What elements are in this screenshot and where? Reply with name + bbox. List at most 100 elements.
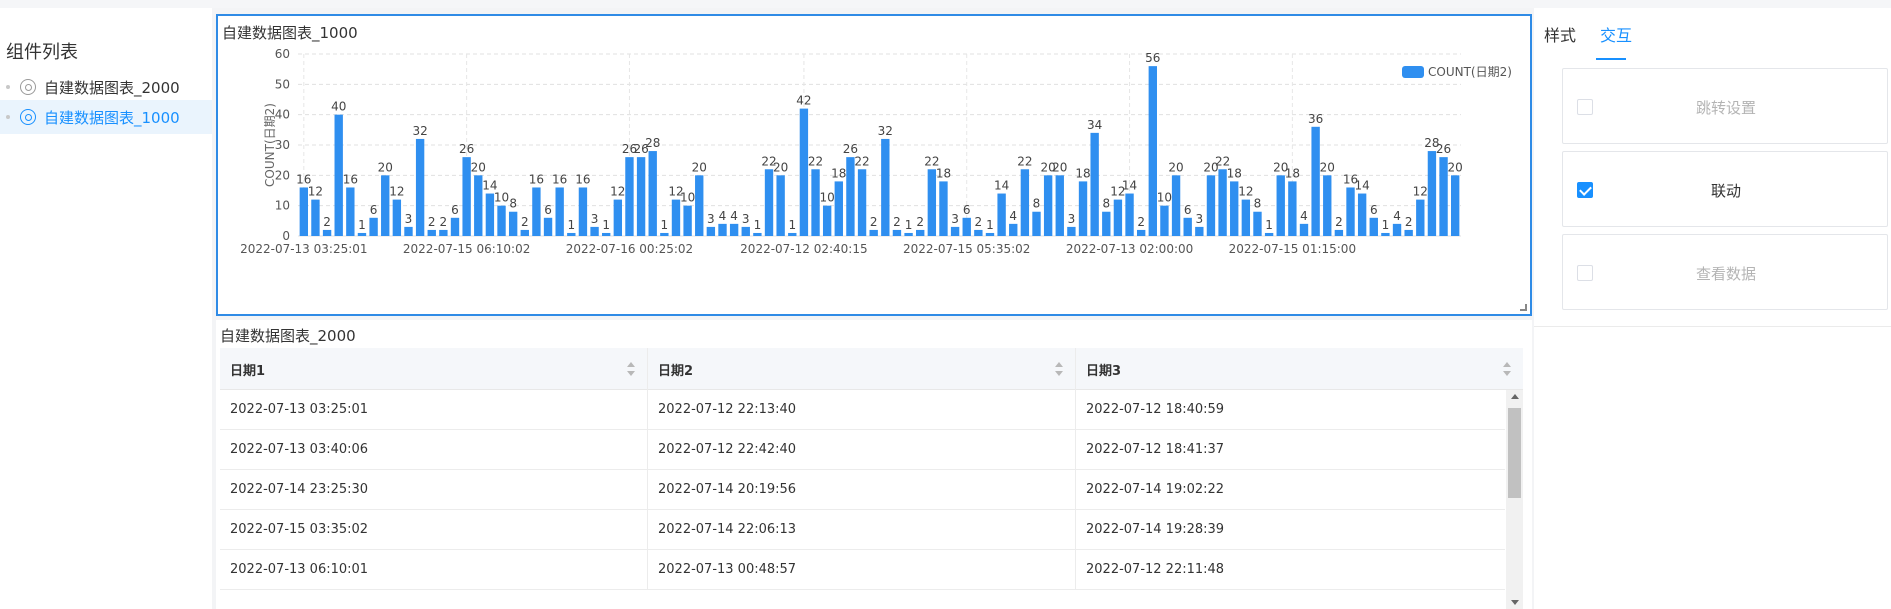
- data-label: 8: [509, 197, 517, 211]
- column-header-date1[interactable]: 日期1: [220, 348, 648, 390]
- bar: [497, 205, 506, 236]
- table-cell: 2022-07-14 19:28:39: [1086, 522, 1225, 537]
- component-item-label: 自建数据图表_2000: [44, 78, 180, 97]
- data-label: 28: [645, 136, 660, 150]
- bar: [857, 169, 867, 236]
- data-label: 40: [331, 100, 346, 114]
- data-label: 2: [428, 215, 436, 229]
- data-label: 16: [552, 172, 567, 186]
- data-label: 2: [1335, 215, 1343, 229]
- data-label: 18: [1285, 166, 1300, 180]
- option-linkage[interactable]: 联动: [1562, 151, 1888, 227]
- column-header-date3[interactable]: 日期3: [1076, 348, 1523, 390]
- bar: [1381, 232, 1390, 236]
- data-label: 6: [963, 203, 971, 217]
- data-label: 1: [754, 218, 762, 232]
- sort-icon[interactable]: [1055, 362, 1063, 376]
- option-jump-settings[interactable]: 跳转设置: [1562, 68, 1888, 144]
- bar: [1241, 199, 1251, 236]
- table-scrollbar[interactable]: [1506, 390, 1523, 609]
- data-label: 10: [1157, 191, 1172, 205]
- bar: [1206, 175, 1216, 236]
- bar: [427, 229, 436, 236]
- bar: [1195, 226, 1204, 236]
- top-strip: [0, 0, 1891, 8]
- bar: [578, 187, 588, 236]
- table-cell: 2022-07-13 06:10:01: [220, 550, 648, 589]
- table-row: 2022-07-14 23:25:30 2022-07-14 20:19:56 …: [220, 470, 1505, 510]
- x-tick-label: 2022-07-13 02:00:00: [1066, 242, 1193, 256]
- y-tick-label: 50: [275, 77, 290, 91]
- bar: [1346, 187, 1355, 236]
- data-label: 10: [820, 191, 835, 205]
- linkage-checkbox[interactable]: [1577, 182, 1593, 198]
- data-label: 16: [575, 172, 590, 186]
- x-tick-label: 2022-07-13 03:25:01: [240, 242, 367, 256]
- bar: [346, 187, 355, 236]
- data-label: 3: [951, 212, 959, 226]
- sort-icon[interactable]: [627, 362, 635, 376]
- bar: [846, 157, 855, 236]
- data-label: 20: [692, 160, 707, 174]
- tab-style[interactable]: 样式: [1544, 26, 1577, 45]
- scroll-up-icon[interactable]: [1511, 394, 1519, 399]
- settings-tabs: 样式 交互: [1534, 8, 1891, 66]
- bar: [1427, 151, 1437, 236]
- bar: [474, 175, 483, 236]
- view-data-checkbox[interactable]: [1577, 265, 1593, 281]
- bar: [927, 169, 937, 236]
- table-cell: 2022-07-12 22:11:48: [1086, 562, 1225, 577]
- resize-handle-icon[interactable]: [1520, 304, 1527, 311]
- component-item-1000[interactable]: 自建数据图表_1000: [0, 100, 212, 134]
- bar: [660, 232, 669, 236]
- canvas-area: 自建数据图表_1000 0 10 20 30 40 50 60 COUNT(日期2) 16 12 2…: [212, 8, 1534, 609]
- data-label: 20: [1168, 160, 1183, 174]
- tab-interaction[interactable]: 交互: [1600, 26, 1633, 45]
- data-label: 10: [680, 191, 695, 205]
- data-label: 2: [1137, 215, 1145, 229]
- column-header-date2[interactable]: 日期2: [648, 348, 1076, 390]
- table-cell: 2022-07-12 18:40:59: [1086, 402, 1225, 417]
- scrollbar-thumb[interactable]: [1508, 408, 1521, 498]
- data-label: 16: [529, 172, 544, 186]
- bar: [1055, 175, 1064, 236]
- data-label: 42: [796, 94, 811, 108]
- data-label: 20: [1052, 160, 1067, 174]
- sort-icon[interactable]: [1503, 362, 1511, 376]
- bar: [1160, 205, 1169, 236]
- bar: [369, 217, 378, 236]
- y-tick-label: 30: [275, 138, 290, 152]
- data-label: 32: [878, 124, 893, 138]
- data-label: 10: [494, 191, 509, 205]
- data-label: 12: [610, 185, 625, 199]
- data-label: 3: [1196, 212, 1204, 226]
- bar: [753, 232, 762, 236]
- component-icon: [20, 79, 36, 95]
- data-label: 1: [1265, 218, 1273, 232]
- data-label: 56: [1145, 51, 1160, 65]
- data-label: 2: [521, 215, 529, 229]
- x-tick-label: 2022-07-15 06:10:02: [403, 242, 530, 256]
- component-item-2000[interactable]: 自建数据图表_2000: [0, 70, 212, 104]
- bar: [1113, 199, 1123, 236]
- data-label: 20: [378, 160, 393, 174]
- data-label: 2: [870, 215, 878, 229]
- column-header-label: 日期2: [658, 363, 694, 379]
- bar: [939, 181, 948, 236]
- data-label: 26: [459, 142, 474, 156]
- scroll-down-icon[interactable]: [1511, 600, 1519, 605]
- bar: [1090, 132, 1099, 236]
- jump-settings-checkbox[interactable]: [1577, 99, 1593, 115]
- option-view-data[interactable]: 查看数据: [1562, 234, 1888, 310]
- data-label: 22: [1215, 154, 1230, 168]
- table-cell: 2022-07-12 18:41:37: [1086, 442, 1225, 457]
- data-label: 4: [1393, 209, 1401, 223]
- data-label: 4: [730, 209, 738, 223]
- bar: [1369, 217, 1378, 236]
- data-label: 6: [1184, 203, 1192, 217]
- table-component[interactable]: 自建数据图表_2000 日期1 日期2 日期3 2022-07-13 03:25…: [216, 320, 1532, 609]
- chart-component[interactable]: 自建数据图表_1000 0 10 20 30 40 50 60 COUNT(日期2) 16 12 2…: [216, 14, 1532, 316]
- bar: [904, 232, 913, 236]
- table-row: 2022-07-15 03:35:02 2022-07-14 22:06:13 …: [220, 510, 1505, 550]
- data-label: 2: [1405, 215, 1413, 229]
